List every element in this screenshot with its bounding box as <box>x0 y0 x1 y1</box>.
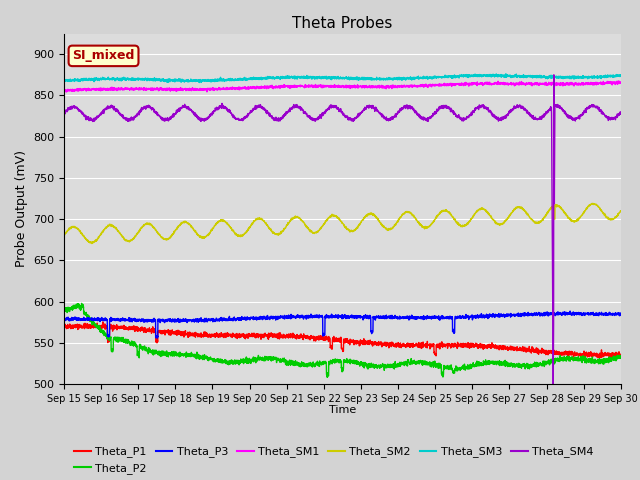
X-axis label: Time: Time <box>329 405 356 415</box>
Y-axis label: Probe Output (mV): Probe Output (mV) <box>15 150 28 267</box>
Title: Theta Probes: Theta Probes <box>292 16 392 31</box>
Legend: Theta_P1, Theta_P2, Theta_P3, Theta_SM1, Theta_SM2, Theta_SM3, Theta_SM4: Theta_P1, Theta_P2, Theta_P3, Theta_SM1,… <box>70 442 598 479</box>
Text: SI_mixed: SI_mixed <box>72 49 135 62</box>
